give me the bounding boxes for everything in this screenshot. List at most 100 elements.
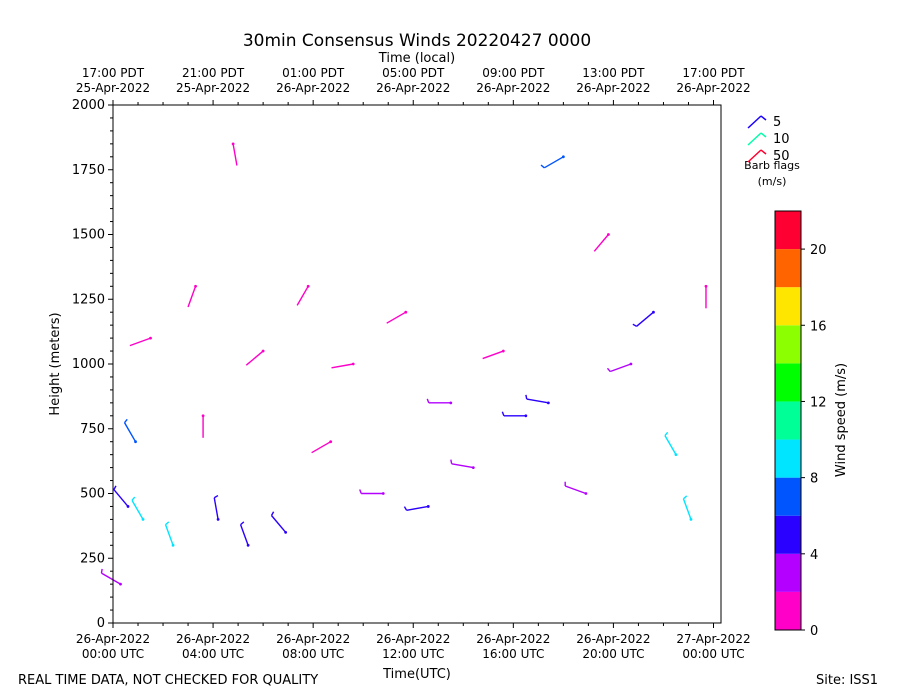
top-axis-label: Time (local) [378,51,455,66]
plot-background [113,105,721,623]
barb-origin [134,440,137,444]
barb-origin [119,582,122,586]
wind-barb [606,362,633,373]
wind-barb [245,349,265,366]
wind-barb [123,418,137,444]
wind-barb [664,431,678,457]
wind-barb [311,440,333,454]
barb-origin [546,401,550,405]
barb-legend-shaft [747,132,762,146]
barb-half-feather [426,398,430,404]
top-tick-label-date: 26-Apr-2022 [676,81,750,95]
barb-shaft [296,285,309,306]
wind-barb [403,505,430,511]
colorbar-segment [775,591,801,630]
barb-origin [329,440,333,444]
y-tick-label: 250 [80,551,105,566]
barb-origin [351,362,355,366]
barb-half-feather [165,521,170,526]
barb-origin [381,492,385,495]
colorbar-tick-label: 0 [810,624,818,639]
wind-barb [450,459,475,469]
colorbar-tick-label: 20 [810,243,827,258]
barb-shaft [664,435,677,455]
barb-shaft [610,363,632,373]
top-tick-label-time: 17:00 PDT [682,66,745,80]
colorbar-segment [775,553,801,592]
colorbar-tick-label: 16 [810,319,827,334]
barb-legend: 5 10 50 [747,115,790,164]
chart-title: 30min Consensus Winds 20220427 0000 [243,31,591,51]
barb-shaft [270,515,287,533]
colorbar-segment [775,249,801,288]
barb-origin [584,492,588,495]
y-tick-label: 0 [97,616,105,631]
barb-shaft [526,398,549,404]
wind-barb [270,511,288,534]
wind-barb [426,398,453,405]
wind-barb [482,349,505,360]
colorbar-segment [775,287,801,326]
y-tick-label: 1000 [72,357,105,372]
barb-origin [194,284,197,288]
y-tick-label: 750 [80,422,105,437]
colorbar-tick-label: 4 [810,548,818,563]
barb-legend-label: 50 [773,149,790,164]
barb-shaft [101,572,121,585]
x-tick-label-date: 26-Apr-2022 [176,632,250,646]
y-tick-label: 1750 [72,163,105,178]
x-tick-label-date: 26-Apr-2022 [576,632,650,646]
x-tick-label-date: 26-Apr-2022 [476,632,550,646]
top-tick-label-date: 26-Apr-2022 [276,81,350,95]
wind-barb [213,494,220,521]
barb-origin [216,518,220,521]
wind-barb [704,284,708,309]
barb-origin [284,530,288,534]
barb-half-feather [664,431,669,437]
barb-half-feather [632,323,637,327]
wind-barb [540,155,565,169]
axes: 0 250 500 750 1000 1250 1500 1750 2000 26-Apr-202… [72,66,751,661]
colorbar-tick-label: 8 [810,472,818,487]
barb-legend-shaft [747,115,762,129]
barb-shaft [593,234,609,252]
wind-barb [131,496,145,521]
barb-origin [246,543,250,547]
barb-half-feather [131,496,136,501]
barb-origin [689,518,693,521]
barb-origin [629,362,633,366]
y-axis-label: Height (meters) [48,312,63,415]
barb-origin [449,401,453,405]
x-tick-label-time: 20:00 UTC [582,647,644,661]
y-tick-label: 1250 [72,292,105,307]
barb-half-feather [113,485,117,490]
colorbar-segment [775,211,801,250]
barb-legend-feather [760,132,767,138]
barb-legend-entry: 50 [747,149,790,164]
colorbar-tick-label: 12 [810,395,827,410]
barb-half-feather [606,367,611,372]
barb-shaft [245,350,264,366]
colorbar-label: Wind speed (m/s) [834,363,849,477]
y-tick-label: 500 [80,487,105,502]
barb-half-feather [240,521,245,526]
x-tick-label-date: 26-Apr-2022 [376,632,450,646]
top-tick-label-date: 25-Apr-2022 [76,81,150,95]
wind-barb [682,495,693,521]
barb-origin [149,336,152,340]
top-tick-label-time: 13:00 PDT [582,66,645,80]
barb-origin [261,349,265,353]
colorbar-segment [775,401,801,440]
barb-origin [674,453,678,457]
wind-barb [525,394,550,405]
barb-shaft [123,422,137,443]
barb-shaft [113,489,129,507]
barb-shaft [386,311,407,324]
x-tick-label-time: 16:00 UTC [482,647,544,661]
colorbar-segment [775,325,801,364]
barb-origin [141,518,145,521]
barb-shaft [406,505,429,511]
barb-origin [404,310,408,314]
colorbar-segment [775,477,801,516]
